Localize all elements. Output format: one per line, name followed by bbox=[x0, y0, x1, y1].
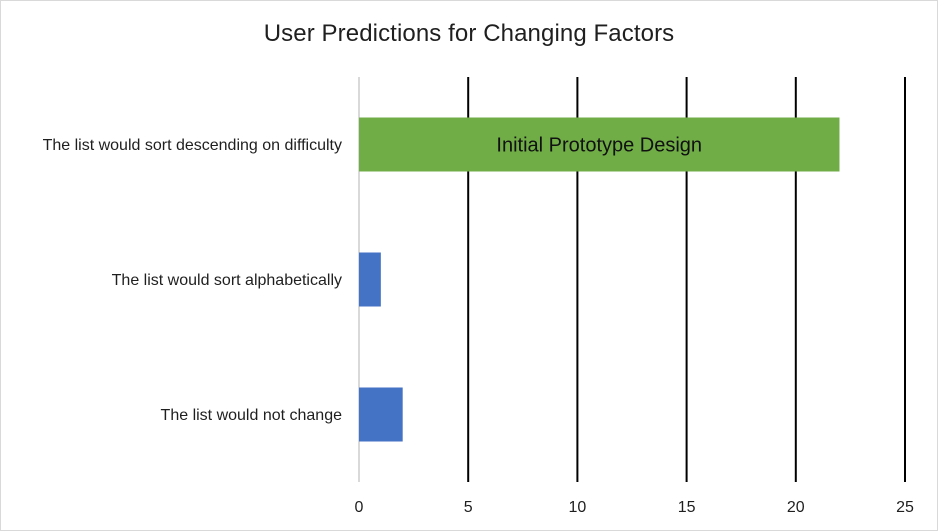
bar-3 bbox=[359, 387, 403, 442]
x-tick-label-20: 20 bbox=[787, 499, 805, 516]
bar-1 bbox=[359, 117, 840, 172]
category-label-1: The list would sort descending on diffic… bbox=[43, 137, 342, 154]
chart-title: User Predictions for Changing Factors bbox=[263, 20, 675, 47]
x-tick-label-25: 25 bbox=[896, 499, 914, 516]
x-tick-label-10: 10 bbox=[569, 499, 587, 516]
category-label-2: The list would sort alphabetically bbox=[112, 272, 342, 289]
x-tick-label-5: 5 bbox=[464, 499, 473, 516]
x-tick-label-15: 15 bbox=[678, 499, 696, 516]
category-label-3: The list would not change bbox=[161, 407, 343, 424]
bar-2 bbox=[359, 252, 381, 307]
bar-annotation-1: Initial Prototype Design bbox=[496, 135, 702, 157]
x-tick-label-0: 0 bbox=[355, 499, 364, 516]
